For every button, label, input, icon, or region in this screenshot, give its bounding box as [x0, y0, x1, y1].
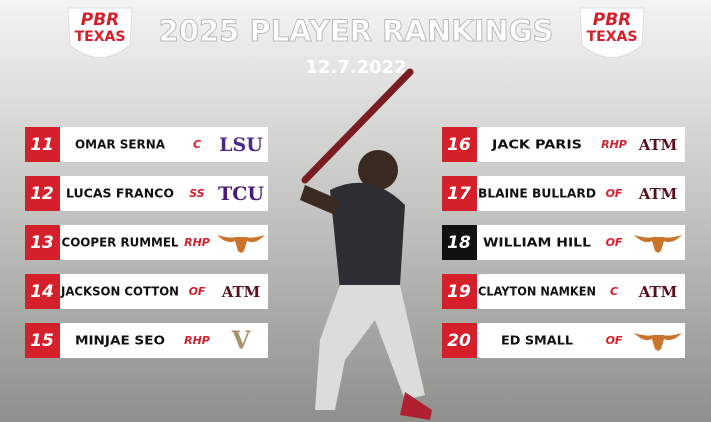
- rank-box: [442, 127, 477, 162]
- rank: 14: [30, 282, 54, 302]
- rank-box: [25, 323, 60, 358]
- card: [442, 176, 685, 211]
- rank-box: [442, 176, 477, 211]
- player-name: BLAINE BULLARD: [478, 186, 596, 201]
- school-logo: LSU: [219, 134, 263, 156]
- player-name: WILLIAM HILL: [483, 235, 591, 250]
- rank: 13: [30, 233, 54, 253]
- longhorn-logo: [217, 235, 265, 253]
- card: [442, 323, 685, 358]
- rank-box: [442, 274, 477, 309]
- player-name: COOPER RUMMEL: [62, 235, 179, 250]
- rank: 18: [447, 233, 471, 253]
- position: SS: [189, 187, 205, 200]
- position: OF: [189, 285, 206, 298]
- card: [442, 274, 685, 309]
- position: RHP: [184, 334, 210, 347]
- player-name: CLAYTON NAMKEN: [478, 284, 596, 299]
- rank-box: [25, 127, 60, 162]
- logo-top: PBR: [81, 10, 120, 30]
- card: [442, 127, 685, 162]
- rank: 16: [447, 135, 471, 155]
- school-logo: V: [231, 326, 251, 355]
- card: [25, 274, 268, 309]
- player-figure: [300, 68, 432, 420]
- longhorn-logo: [634, 235, 682, 253]
- card: [25, 225, 268, 260]
- rank-box: [442, 225, 477, 260]
- rank: 20: [447, 331, 471, 351]
- card: [25, 176, 268, 211]
- card: [25, 127, 268, 162]
- longhorn-logo: [634, 333, 682, 351]
- position: RHP: [184, 236, 210, 249]
- rank: 11: [30, 135, 54, 155]
- logo-bottom: TEXAS: [587, 29, 638, 45]
- logo-shield: [579, 7, 645, 58]
- position: OF: [606, 187, 623, 200]
- player-name: MINJAE SEO: [75, 333, 165, 348]
- title: 2025 PLAYER RANKINGS: [159, 14, 554, 48]
- rank-box: [25, 176, 60, 211]
- position: OF: [606, 334, 623, 347]
- school-logo: TCU: [218, 183, 264, 205]
- position: OF: [606, 236, 623, 249]
- card: [442, 225, 685, 260]
- position: C: [610, 285, 618, 298]
- school-logo: ATM: [638, 185, 678, 203]
- rank-box: [25, 274, 60, 309]
- rank-box: [442, 323, 477, 358]
- card: [25, 323, 268, 358]
- rank: 12: [30, 184, 54, 204]
- rank: 17: [447, 184, 471, 204]
- school-logo: ATM: [638, 136, 678, 154]
- player-name: ED SMALL: [501, 333, 573, 348]
- player-name: OMAR SERNA: [75, 137, 165, 152]
- position: C: [193, 138, 201, 151]
- player-name: JACK PARIS: [491, 137, 582, 152]
- rank: 15: [30, 331, 54, 351]
- school-logo: ATM: [221, 283, 261, 301]
- date: 12.7.2022: [305, 57, 406, 78]
- rank-box: [25, 225, 60, 260]
- position: RHP: [601, 138, 627, 151]
- logo-top: PBR: [593, 10, 632, 30]
- player-name: JACKSON COTTON: [60, 284, 179, 299]
- player-name: LUCAS FRANCO: [66, 186, 174, 201]
- logo-bottom: TEXAS: [75, 29, 126, 45]
- school-logo: ATM: [638, 283, 678, 301]
- rank: 19: [447, 282, 471, 302]
- logo-shield: [67, 7, 133, 58]
